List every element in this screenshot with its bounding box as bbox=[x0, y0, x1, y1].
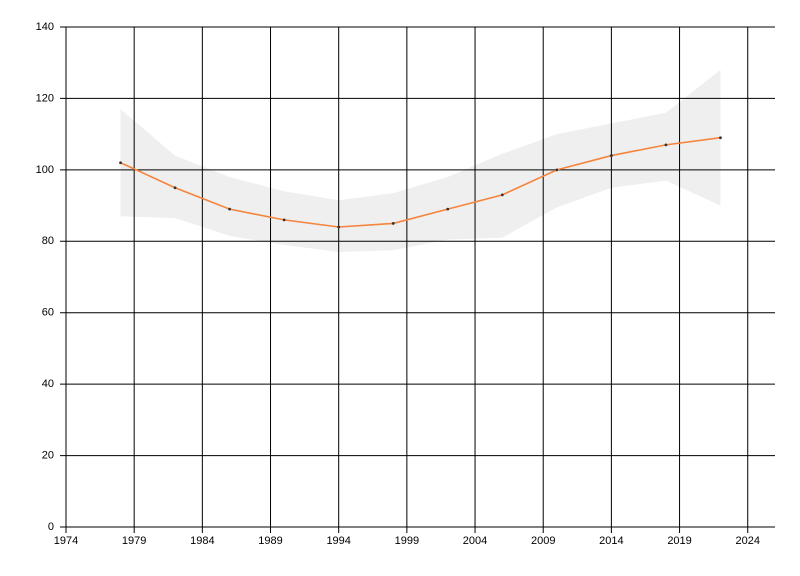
data-point bbox=[555, 168, 559, 172]
y-tick-label: 0 bbox=[48, 521, 54, 533]
x-tick-label: 2004 bbox=[463, 535, 487, 547]
data-point bbox=[719, 136, 722, 140]
y-tick-label: 20 bbox=[42, 449, 54, 461]
confidence-band bbox=[120, 69, 721, 252]
data-point bbox=[228, 207, 232, 211]
x-tick-label: 1994 bbox=[326, 535, 350, 547]
y-tick-label: 120 bbox=[36, 92, 54, 104]
x-tick-label: 1999 bbox=[395, 535, 419, 547]
data-point bbox=[664, 143, 668, 147]
data-point bbox=[173, 186, 177, 190]
x-tick-label: 1989 bbox=[258, 535, 282, 547]
data-point bbox=[337, 225, 341, 229]
x-tick-label: 1974 bbox=[54, 535, 78, 547]
y-tick-label: 40 bbox=[42, 378, 54, 390]
data-point bbox=[391, 222, 395, 225]
y-tick-label: 80 bbox=[42, 235, 54, 247]
x-tick-label: 2019 bbox=[667, 535, 691, 547]
y-tick-label: 60 bbox=[42, 307, 54, 319]
data-point bbox=[282, 218, 286, 222]
x-tick-label: 1984 bbox=[190, 535, 214, 547]
data-point bbox=[500, 193, 504, 197]
x-tick-label: 2024 bbox=[735, 535, 759, 547]
x-tick-label: 2009 bbox=[531, 535, 555, 547]
data-point bbox=[609, 154, 613, 157]
x-tick-label: 1979 bbox=[122, 535, 146, 547]
series-line bbox=[120, 136, 721, 228]
y-tick-label: 140 bbox=[36, 21, 54, 33]
data-point bbox=[119, 161, 122, 165]
y-tick-label: 100 bbox=[36, 164, 54, 176]
x-tick-label: 2014 bbox=[599, 535, 623, 547]
data-point bbox=[446, 207, 450, 211]
